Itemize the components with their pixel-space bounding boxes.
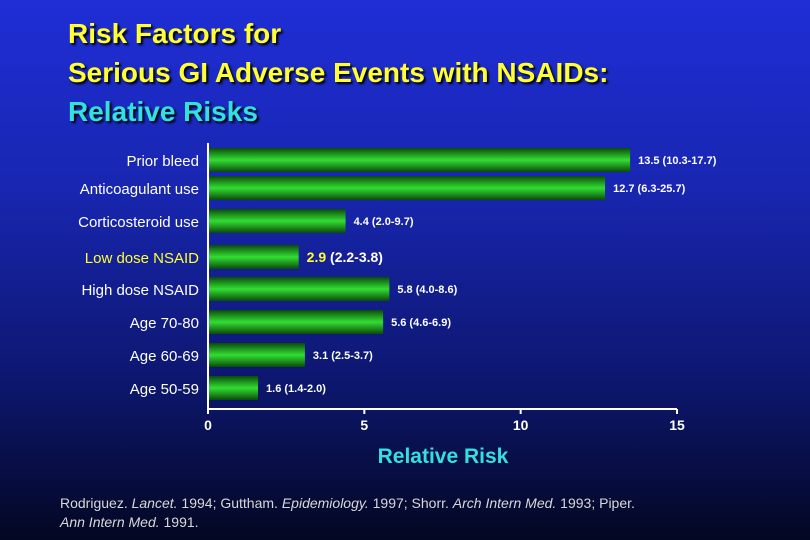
- data-label: 12.7 (6.3-25.7): [613, 183, 685, 195]
- source-text-5: 1991.: [159, 514, 199, 530]
- source-text-4: 1993; Piper.: [556, 495, 635, 511]
- bar: [208, 148, 631, 172]
- x-tick-label: 15: [669, 417, 685, 433]
- x-axis-label: Relative Risk: [377, 445, 509, 468]
- source-text-3: 1997; Shorr.: [368, 495, 453, 511]
- category-label: Corticosteroid use: [78, 214, 199, 231]
- title-line-1: Risk Factors for: [68, 18, 282, 49]
- source-journal-3: Arch Intern Med.: [452, 495, 557, 511]
- bar: [208, 343, 305, 367]
- source-journal-2: Epidemiology.: [281, 495, 369, 511]
- data-label: 5.8 (4.0-8.6): [397, 284, 457, 296]
- data-label: 2.9 (2.2-3.8): [307, 249, 383, 265]
- bar: [208, 176, 606, 200]
- source-journal-1: Lancet.: [131, 495, 178, 511]
- x-tick-label: 5: [360, 417, 368, 433]
- bar: [208, 310, 384, 334]
- data-label: 3.1 (2.5-3.7): [313, 350, 373, 362]
- bar: [208, 245, 299, 269]
- bar: [208, 376, 259, 400]
- category-label: Age 50-59: [130, 381, 199, 398]
- bar: [208, 277, 390, 301]
- data-label: 5.6 (4.6-6.9): [391, 317, 451, 329]
- category-label: High dose NSAID: [81, 282, 199, 299]
- source-text-1: Rodriguez.: [60, 495, 132, 511]
- category-label: Age 60-69: [130, 348, 199, 365]
- category-label: Low dose NSAID: [85, 250, 199, 267]
- data-label: 1.6 (1.4-2.0): [266, 383, 326, 395]
- title-line-3: Relative Risks: [68, 96, 258, 127]
- data-label: 4.4 (2.0-9.7): [354, 216, 414, 228]
- source-journal-4: Ann Intern Med.: [60, 514, 160, 530]
- source-citation: Rodriguez. Lancet. 1994; Guttham. Epidem…: [60, 494, 760, 532]
- source-text-2: 1994; Guttham.: [177, 495, 282, 511]
- category-label: Anticoagulant use: [80, 181, 199, 198]
- chart-title: Risk Factors for Serious GI Adverse Even…: [68, 14, 608, 131]
- data-label: 13.5 (10.3-17.7): [638, 155, 717, 167]
- category-label: Age 70-80: [130, 315, 199, 332]
- title-line-2: Serious GI Adverse Events with NSAIDs:: [68, 57, 609, 88]
- category-label: Prior bleed: [126, 153, 199, 170]
- bar: [208, 209, 346, 233]
- x-tick-label: 10: [513, 417, 529, 433]
- x-tick-label: 0: [204, 417, 212, 433]
